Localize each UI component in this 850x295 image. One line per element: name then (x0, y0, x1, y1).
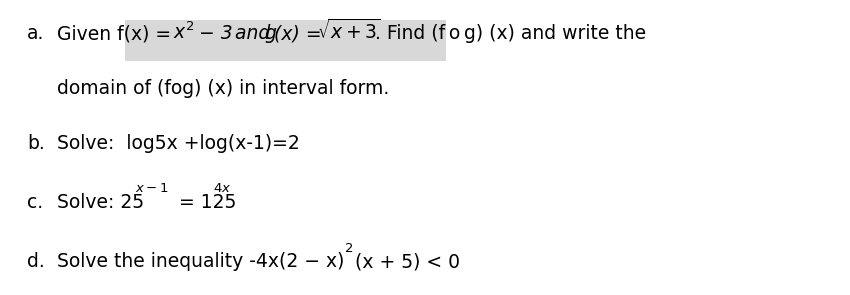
Text: = 125: = 125 (173, 193, 236, 212)
Text: d.: d. (27, 253, 44, 271)
FancyBboxPatch shape (125, 20, 445, 61)
Text: c.: c. (27, 193, 43, 212)
Text: Solve the inequality -4x(2 − x): Solve the inequality -4x(2 − x) (57, 253, 344, 271)
Text: $\sqrt{x+3}$: $\sqrt{x+3}$ (317, 19, 381, 43)
Text: a.: a. (27, 24, 44, 43)
Text: (x) =: (x) = (275, 24, 328, 43)
Text: − 3: − 3 (193, 24, 238, 43)
Text: and: and (235, 24, 276, 43)
Text: $4x$: $4x$ (212, 182, 231, 195)
Text: (x + 5) < 0: (x + 5) < 0 (355, 253, 460, 271)
Text: Solve: 25: Solve: 25 (57, 193, 144, 212)
Text: . Find (f o g) (x) and write the: . Find (f o g) (x) and write the (375, 24, 646, 43)
Text: b.: b. (27, 134, 44, 153)
Text: $x^2$: $x^2$ (173, 22, 194, 43)
Text: Solve:  log5x +log(x-1)=2: Solve: log5x +log(x-1)=2 (57, 134, 299, 153)
Text: domain of (fog) (x) in interval form.: domain of (fog) (x) in interval form. (57, 79, 389, 98)
Text: $x-1$: $x-1$ (135, 182, 169, 195)
Text: 2: 2 (345, 242, 354, 255)
Text: Given f(x) =: Given f(x) = (57, 24, 177, 43)
Text: g: g (264, 24, 276, 43)
